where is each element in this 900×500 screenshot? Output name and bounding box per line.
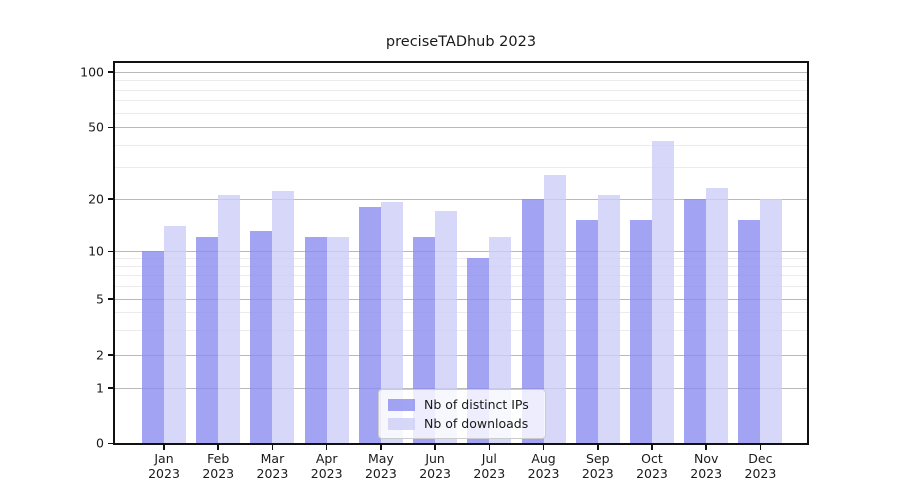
x-tick-label-mar: Mar 2023 (256, 451, 289, 481)
y-tick-mark-0 (108, 442, 113, 444)
x-tick-label-nov: Nov 2023 (690, 451, 723, 481)
bar-distinct-ips-dec (738, 220, 761, 443)
x-tick-label-may: May 2023 (364, 451, 397, 481)
minor-gridline-60 (115, 112, 807, 114)
x-tick-mark-jul (488, 445, 491, 450)
y-tick-label-50: 50 (88, 119, 104, 135)
bar-downloads-dec (760, 198, 783, 443)
x-tick-mark-feb (217, 445, 219, 450)
y-tick-label-10: 10 (88, 243, 104, 259)
y-tick-label-2: 2 (96, 347, 104, 363)
x-tick-label-jun: Jun 2023 (419, 451, 451, 481)
legend-label-downloads: Nb of downloads (424, 416, 529, 431)
minor-gridline-3 (115, 329, 807, 331)
x-tick-label-apr: Apr 2023 (310, 451, 343, 481)
bar-distinct-ips-nov (684, 198, 707, 443)
bar-downloads-nov (706, 187, 729, 443)
x-tick-mark-oct (651, 445, 653, 450)
minor-gridline-6 (115, 286, 807, 288)
x-tick-mark-jun (434, 445, 436, 450)
bar-downloads-apr (326, 237, 349, 443)
bar-distinct-ips-aug (521, 198, 544, 443)
bar-downloads-jan (164, 225, 186, 443)
plot-inner (115, 63, 807, 443)
legend: Nb of distinct IPs Nb of downloads (378, 389, 546, 439)
x-tick-label-oct: Oct 2023 (636, 451, 668, 481)
major-gridline-50 (115, 127, 807, 129)
bar-downloads-may (380, 202, 403, 443)
x-tick-label-jul: Jul 2023 (473, 451, 506, 481)
minor-gridline-40 (115, 144, 807, 146)
y-tick-label-5: 5 (96, 291, 104, 307)
x-tick-label-dec: Dec 2023 (744, 451, 777, 481)
y-tick-mark-100 (108, 71, 113, 73)
major-gridline-2 (115, 354, 807, 356)
bar-downloads-sep (597, 194, 620, 443)
chart-title: preciseTADhub 2023 (385, 34, 537, 50)
y-tick-mark-1 (108, 387, 113, 389)
bar-downloads-aug (543, 175, 566, 443)
bar-distinct-ips-apr (304, 237, 327, 443)
y-tick-label-100: 100 (80, 64, 104, 80)
bar-downloads-oct (651, 140, 674, 443)
minor-gridline-8 (115, 266, 807, 268)
legend-label-distinct-ips: Nb of distinct IPs (424, 397, 529, 412)
bar-distinct-ips-sep (575, 220, 598, 443)
x-tick-mark-aug (542, 445, 545, 450)
y-tick-label-1: 1 (96, 380, 104, 396)
bar-distinct-ips-may (358, 206, 381, 443)
y-tick-mark-50 (108, 126, 113, 129)
bar-downloads-feb (218, 194, 241, 443)
minor-gridline-30 (115, 167, 807, 169)
legend-row-downloads: Nb of downloads (388, 414, 536, 433)
major-gridline-100 (115, 71, 807, 73)
minor-gridline-90 (115, 80, 807, 82)
minor-gridline-70 (115, 100, 807, 102)
y-tick-label-20: 20 (88, 191, 104, 207)
y-tick-mark-2 (108, 354, 113, 356)
bar-downloads-mar (272, 191, 295, 443)
y-tick-mark-5 (108, 298, 113, 300)
x-tick-label-feb: Feb 2023 (202, 451, 235, 481)
y-tick-mark-20 (108, 198, 113, 200)
major-gridline-20 (115, 198, 807, 200)
minor-gridline-80 (115, 89, 807, 91)
x-tick-mark-apr (325, 445, 328, 450)
bar-downloads-jun (435, 210, 458, 443)
minor-gridline-4 (115, 312, 807, 314)
bar-distinct-ips-oct (629, 220, 652, 443)
major-gridline-10 (115, 251, 807, 253)
y-tick-label-0: 0 (96, 435, 104, 451)
y-tick-mark-10 (108, 250, 113, 253)
x-tick-mark-nov (705, 445, 707, 450)
bar-distinct-ips-feb (196, 237, 219, 443)
bar-distinct-ips-mar (250, 231, 273, 443)
x-tick-mark-jan (163, 445, 165, 450)
legend-swatch-distinct-ips (388, 398, 415, 411)
x-tick-label-sep: Sep 2023 (581, 451, 614, 481)
legend-row-distinct-ips: Nb of distinct IPs (388, 395, 536, 414)
legend-swatch-downloads (388, 417, 415, 430)
x-tick-label-aug: Aug 2023 (527, 451, 560, 481)
x-tick-label-jan: Jan 2023 (148, 451, 180, 481)
major-gridline-5 (115, 298, 807, 300)
major-gridline-1 (115, 387, 807, 389)
plot-area (113, 61, 809, 445)
x-tick-mark-sep (597, 445, 599, 450)
x-tick-mark-mar (271, 445, 274, 450)
bar-distinct-ips-jan (142, 251, 164, 443)
x-tick-mark-dec (759, 445, 762, 450)
minor-gridline-7 (115, 275, 807, 277)
minor-gridline-9 (115, 258, 807, 260)
x-tick-mark-may (380, 445, 382, 450)
